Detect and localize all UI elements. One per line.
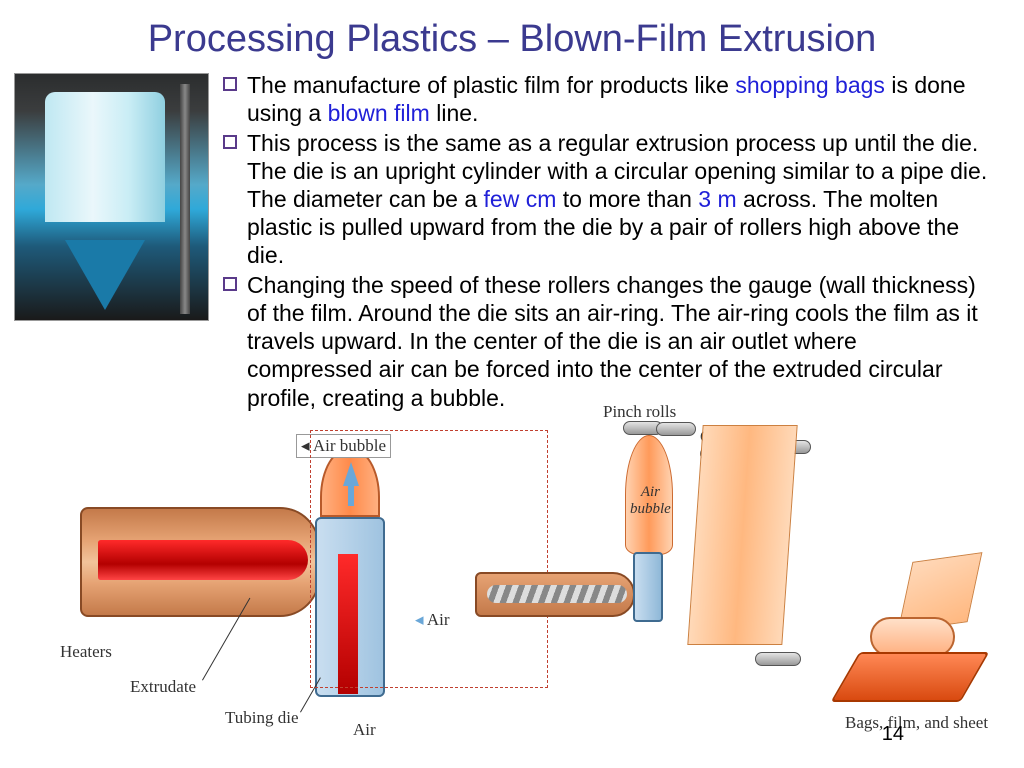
guide-roll [755,652,801,666]
diagram-overview: Pinch rolls Airbubble Guide rolls Bags, … [475,407,1005,747]
label-air-bottom: Air [353,720,376,740]
b1-text: The manufacture of plastic film for prod… [247,72,966,126]
film-sheet [687,425,797,645]
photo-extrusion-die [14,73,209,321]
label-air-bubble-2: Airbubble [630,484,671,518]
extruder-screw [487,585,627,603]
page-number: 14 [882,723,904,746]
page-title: Processing Plastics – Blown-Film Extrusi… [0,0,1024,71]
bullet-list: The manufacture of plastic film for prod… [209,71,1014,414]
label-tubing-die: Tubing die [225,708,299,728]
diagram-area: ◂ Air bubble Heaters Extrudate Tubing di… [0,452,1024,752]
content-row: The manufacture of plastic film for prod… [0,71,1024,414]
bullet-2: This process is the same as a regular ex… [223,129,988,269]
bullet-square-icon [223,135,237,149]
label-output: Bags, film, and sheet [845,713,988,733]
bullet-1: The manufacture of plastic film for prod… [223,71,988,127]
b2-text: This process is the same as a regular ex… [247,130,987,268]
label-heaters: Heaters [60,642,112,662]
wind-up-roll [870,617,955,657]
molten-plastic [98,540,308,580]
bullet-square-icon [223,77,237,91]
label-pinch-rolls: Pinch rolls [603,402,676,422]
b3-text: Changing the speed of these rollers chan… [247,272,978,410]
pinch-roll [656,422,696,436]
wind-up-base [831,652,990,702]
label-extrudate: Extrudate [130,677,196,697]
die-mini [633,552,663,622]
bullet-square-icon [223,277,237,291]
bullet-3: Changing the speed of these rollers chan… [223,271,988,411]
